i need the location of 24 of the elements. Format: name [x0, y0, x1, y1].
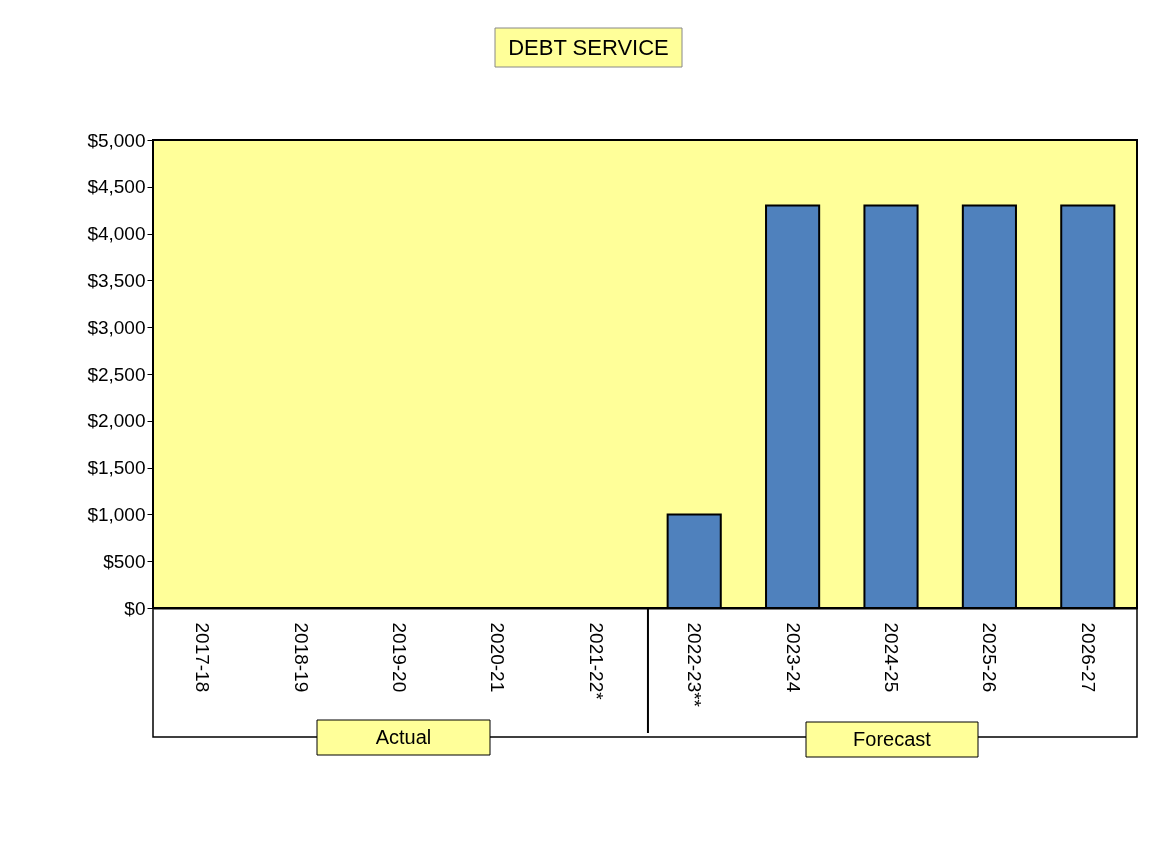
y-tick-label: $5,000	[87, 129, 146, 151]
x-tick-label: 2019-20	[389, 622, 410, 693]
x-tick-label: 2020-21	[487, 622, 509, 693]
x-tick-label: 2018-19	[290, 622, 312, 693]
y-tick-label: $3,500	[87, 269, 146, 291]
x-tick-label: 2017-18	[192, 622, 214, 693]
y-tick-label: $1,000	[87, 503, 146, 525]
y-tick-label: $3,000	[87, 316, 146, 338]
y-tick-label: $0	[124, 597, 146, 619]
x-tick-label: 2021-22*	[585, 622, 607, 701]
y-tick-label: $2,500	[87, 363, 146, 385]
chart-title: DEBT SERVICE	[508, 34, 669, 60]
x-tick-label: 2022-23**	[684, 622, 706, 708]
y-tick-label: $4,500	[87, 176, 146, 198]
y-tick-label: $1,500	[87, 457, 146, 479]
x-tick-label: 2023-24	[782, 622, 804, 693]
text: Forecast	[853, 727, 932, 750]
text: Actual	[375, 725, 432, 748]
x-tick-label: 2025-26	[979, 622, 1001, 693]
y-tick-label: $4,000	[87, 223, 146, 245]
y-tick-label: $2,000	[87, 410, 146, 432]
y-tick-label: $500	[103, 550, 146, 572]
x-tick-label: 2024-25	[881, 622, 902, 693]
x-tick-label: 2026-27	[1077, 622, 1099, 693]
